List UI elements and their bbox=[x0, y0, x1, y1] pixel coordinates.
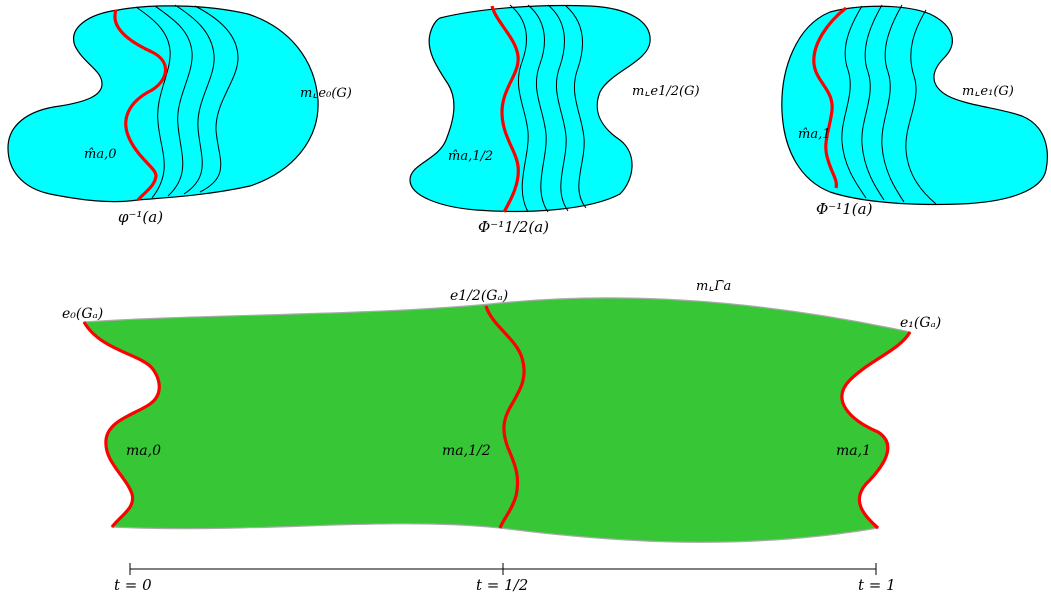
base-label-0: φ⁻¹(a) bbox=[118, 208, 163, 226]
endpoint-label-1: e1/2(Gₐ) bbox=[450, 288, 508, 304]
base-label-2: Φ⁻¹1(a) bbox=[816, 200, 873, 218]
graph-region bbox=[84, 298, 910, 542]
fiber-region-0 bbox=[8, 6, 318, 202]
measure-label-2: m⌞e₁(G) bbox=[962, 84, 1014, 99]
measure-label-0: m⌞e₀(G) bbox=[300, 86, 352, 101]
time-tick-label-0: t = 0 bbox=[114, 576, 152, 594]
slice-label-0: ma,0 bbox=[126, 443, 161, 459]
time-tick-label-2: t = 1 bbox=[858, 576, 896, 594]
endpoint-label-0: e₀(Gₐ) bbox=[62, 306, 103, 322]
graph-top-label: m⌞Γ̄a bbox=[696, 279, 731, 294]
fiber-panel-1: m⌞e1/2(G) m̂a,1/2 Φ⁻¹1/2(a) bbox=[410, 5, 700, 236]
fiber-region-1 bbox=[410, 6, 650, 212]
fiber-panel-2: m⌞e₁(G) m̂a,1 Φ⁻¹1(a) bbox=[782, 5, 1048, 218]
slice-label-1: ma,1/2 bbox=[442, 443, 491, 459]
slice-label-2: ma,1 bbox=[836, 443, 871, 459]
curve-label-2: m̂a,1 bbox=[798, 127, 830, 142]
base-label-1: Φ⁻¹1/2(a) bbox=[478, 218, 549, 236]
curve-label-1: m̂a,1/2 bbox=[448, 149, 493, 164]
endpoint-label-2: e₁(Gₐ) bbox=[900, 315, 941, 331]
curve-label-0: m̂a,0 bbox=[84, 147, 116, 162]
time-tick-label-1: t = 1/2 bbox=[476, 576, 528, 594]
measure-label-1: m⌞e1/2(G) bbox=[632, 84, 700, 99]
graph-panel: e₀(Gₐ) e1/2(Gₐ) e₁(Gₐ) m⌞Γ̄a ma,0 ma,1/2… bbox=[62, 279, 941, 542]
time-axis bbox=[130, 563, 876, 575]
fiber-panel-0: m⌞e₀(G) m̂a,0 φ⁻¹(a) bbox=[8, 5, 352, 226]
